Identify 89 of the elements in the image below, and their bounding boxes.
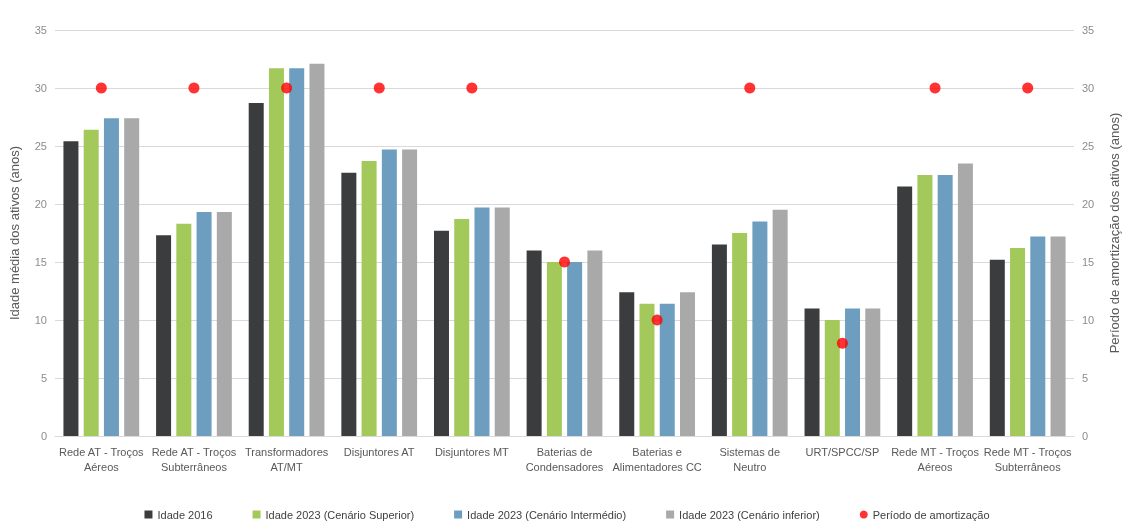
point — [1022, 82, 1034, 94]
y-tick-label: 10 — [34, 314, 47, 326]
bar — [845, 308, 861, 436]
x-tick-label: Baterias de Condensadores — [525, 445, 604, 473]
legend-label: Período de amortização — [872, 508, 990, 521]
bar — [216, 212, 232, 436]
x-tick-label: URT/SPCC/SP — [805, 445, 880, 458]
bar — [639, 303, 655, 436]
bar — [63, 141, 79, 436]
bar — [659, 303, 675, 436]
bar — [494, 207, 510, 436]
x-tick-label: Transformadores AT/MT — [244, 445, 329, 473]
y-tick-label: 20 — [34, 198, 47, 210]
legend-label: Idade 2016 — [157, 508, 213, 521]
point — [373, 82, 385, 94]
x-tick-label: Rede AT - Troços Aéreos — [59, 445, 145, 473]
y-axis-title: Idade média dos ativos (anos) — [7, 145, 22, 321]
bar — [361, 161, 377, 436]
point — [466, 82, 478, 94]
legend-label: Idade 2023 (Cenário Superior) — [265, 508, 415, 521]
point — [281, 82, 293, 94]
bar — [957, 163, 973, 436]
point — [929, 82, 941, 94]
y-tick-label: 5 — [40, 372, 47, 384]
bar — [824, 320, 840, 436]
bar — [124, 118, 140, 436]
y-tick-label: 0 — [40, 430, 47, 442]
x-tick-label: Disjuntores AT — [343, 445, 415, 458]
y2-tick-label: 15 — [1082, 256, 1095, 268]
bar — [309, 63, 325, 436]
y-tick-label: 25 — [34, 140, 47, 152]
bar — [989, 259, 1005, 436]
bar — [732, 233, 748, 436]
bar — [103, 118, 119, 436]
bar — [341, 172, 357, 436]
point — [651, 314, 663, 326]
bar — [567, 262, 583, 436]
bar — [156, 235, 172, 436]
bar — [804, 308, 820, 436]
x-tick-label: Rede AT - Troços Subterrâneos — [151, 445, 237, 473]
y2-tick-label: 20 — [1082, 198, 1095, 210]
bar — [526, 250, 542, 436]
bar — [752, 221, 768, 436]
point — [744, 82, 756, 94]
bar — [381, 149, 397, 436]
bar — [917, 175, 933, 436]
bar — [772, 209, 788, 436]
y-tick-label: 35 — [34, 24, 47, 36]
y2-tick-label: 5 — [1082, 372, 1089, 384]
y2-tick-label: 0 — [1082, 430, 1089, 442]
bar — [196, 212, 212, 436]
y2-axis-title: Período de amortização dos ativos (anos) — [1107, 112, 1122, 354]
legend-label: Idade 2023 (Cenário Intermédio) — [467, 508, 627, 521]
bar — [268, 68, 284, 436]
bar — [83, 129, 99, 436]
bar — [176, 223, 192, 436]
bar — [865, 308, 881, 436]
bar — [937, 175, 953, 436]
y2-tick-label: 35 — [1082, 24, 1095, 36]
point — [95, 82, 107, 94]
bar — [619, 292, 635, 436]
point — [188, 82, 200, 94]
point — [836, 337, 848, 349]
y-tick-label: 15 — [34, 256, 47, 268]
x-tick-label: Baterias e Alimentadores CC — [612, 445, 702, 473]
bar — [1010, 248, 1026, 436]
y2-tick-label: 25 — [1082, 140, 1095, 152]
bar — [711, 244, 727, 436]
bar — [433, 230, 449, 436]
bar — [897, 186, 913, 436]
x-tick-label: Disjuntores MT — [434, 445, 510, 458]
y2-tick-label: 30 — [1082, 82, 1095, 94]
x-tick-label: Sistemas de Neutro — [719, 445, 781, 473]
bar — [248, 103, 264, 436]
bar — [1030, 236, 1046, 436]
point — [559, 256, 570, 268]
bar — [402, 149, 418, 436]
bar — [587, 250, 603, 436]
bar — [474, 207, 490, 436]
legend-label: Idade 2023 (Cenário inferior) — [679, 508, 820, 521]
bar — [1050, 236, 1066, 436]
bar — [454, 219, 470, 436]
y-tick-label: 30 — [34, 82, 47, 94]
bar — [546, 262, 562, 436]
y2-tick-label: 10 — [1082, 314, 1095, 326]
bar — [680, 292, 696, 436]
bar — [289, 68, 305, 436]
x-tick-label: Rede MT - Troços Subterrâneos — [983, 445, 1073, 473]
x-tick-label: Rede MT - Troços Aéreos — [891, 445, 980, 473]
